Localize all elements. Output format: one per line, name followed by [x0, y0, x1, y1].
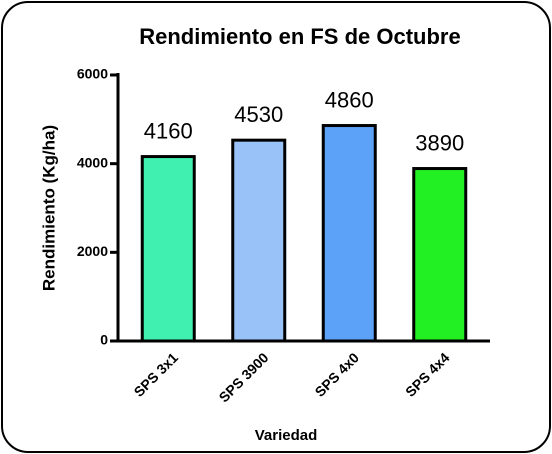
- y-tick-label: 6000: [77, 66, 108, 82]
- chart-title: Rendimiento en FS de Octubre: [139, 24, 460, 49]
- bar: [412, 167, 468, 343]
- x-axis-label: Variedad: [255, 427, 318, 444]
- y-axis-label: Rendimiento (Kg/ha): [39, 125, 58, 291]
- value-label: 3890: [415, 130, 464, 155]
- y-tick-label: 2000: [77, 243, 108, 259]
- value-label: 4160: [144, 118, 193, 143]
- bar: [231, 138, 287, 343]
- value-label: 4860: [325, 87, 374, 112]
- y-tick-label: 0: [100, 332, 108, 348]
- bar: [321, 124, 377, 343]
- bar: [140, 155, 196, 343]
- value-label: 4530: [234, 102, 283, 127]
- y-tick-label: 4000: [77, 154, 108, 170]
